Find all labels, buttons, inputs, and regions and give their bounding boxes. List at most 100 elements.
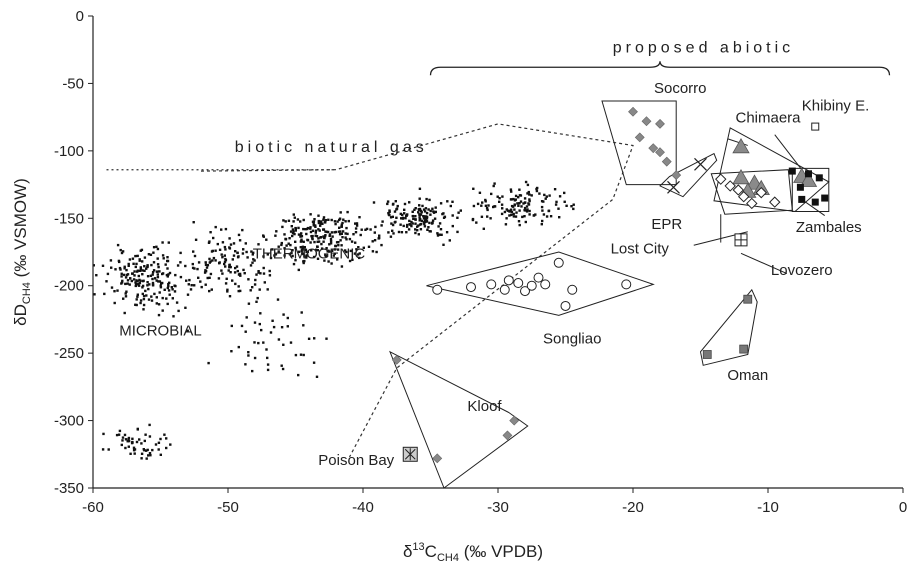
gas-sample-dot [378, 236, 381, 240]
gas-sample-dot [276, 298, 280, 301]
gas-sample-dot [506, 209, 510, 212]
gas-sample-dot [403, 202, 407, 206]
gas-sample-dot [127, 264, 130, 267]
gas-sample-dot [247, 278, 250, 281]
gas-sample-dot [209, 231, 212, 234]
gas-sample-dot [139, 266, 142, 269]
gas-sample-dot [508, 210, 511, 213]
gas-sample-dot [238, 239, 242, 242]
gas-sample-dot [420, 211, 423, 214]
gas-sample-dot [224, 259, 228, 262]
gas-sample-dot [237, 285, 240, 288]
gas-sample-dot [365, 227, 369, 231]
gas-sample-dot [153, 277, 157, 280]
gas-sample-dot [274, 253, 278, 256]
gas-sample-dot [407, 228, 411, 231]
gas-sample-dot [146, 448, 149, 452]
gas-sample-dot [140, 457, 143, 460]
gas-sample-dot [386, 200, 390, 203]
gas-sample-dot [110, 286, 114, 289]
gas-sample-dot [512, 197, 515, 201]
songliao-point [503, 275, 514, 286]
gas-sample-dot [355, 222, 359, 225]
gas-sample-dot [429, 213, 432, 216]
gas-sample-dot [234, 282, 237, 286]
gas-sample-dot [239, 289, 242, 293]
gas-sample-dot [166, 267, 169, 270]
gas-sample-dot [166, 286, 169, 290]
gas-sample-dot [527, 190, 530, 194]
gas-sample-dot [323, 259, 326, 262]
gas-sample-dot [329, 237, 333, 241]
gas-sample-dot [125, 268, 128, 272]
gas-sample-dot [224, 282, 228, 285]
gas-sample-dot [191, 266, 195, 270]
gas-sample-dot [122, 273, 126, 277]
epr-point [667, 180, 680, 194]
gas-sample-dot [432, 211, 436, 214]
gas-sample-dot [456, 216, 459, 219]
gas-sample-dot [333, 248, 337, 251]
gas-sample-dot [257, 243, 260, 246]
gas-sample-dot [558, 195, 562, 198]
gas-sample-dot [388, 210, 391, 213]
gas-sample-dot [136, 270, 139, 273]
gas-sample-dot [131, 437, 134, 440]
gas-sample-dot [277, 338, 281, 341]
gas-sample-dot [245, 316, 248, 319]
gas-sample-dot [127, 439, 131, 443]
gas-sample-dot [258, 322, 261, 326]
leader-line [801, 198, 825, 216]
gas-sample-dot [436, 232, 439, 235]
gas-sample-dot [244, 330, 247, 333]
gas-sample-dot [292, 262, 296, 266]
gas-sample-dot [294, 240, 297, 243]
gas-sample-dot [128, 283, 131, 286]
x-tick-label: -60 [82, 499, 104, 516]
gas-sample-dot [428, 198, 431, 202]
songliao-point [526, 280, 537, 291]
gas-sample-dot [414, 222, 417, 225]
gas-sample-dot [93, 293, 96, 296]
gas-sample-dot [311, 229, 315, 232]
gas-sample-dot [526, 192, 529, 195]
zambales-point [805, 170, 812, 178]
gas-sample-dot [510, 198, 513, 201]
gas-sample-dot [418, 213, 421, 216]
gas-sample-dot [146, 281, 149, 284]
gas-sample-dot [346, 232, 349, 236]
gas-sample-dot [135, 303, 138, 307]
gas-sample-dot [151, 277, 154, 281]
gas-sample-dot [157, 448, 160, 451]
gas-sample-dot [223, 260, 227, 264]
x-tick-label: -50 [217, 499, 239, 516]
gas-sample-dot [364, 228, 367, 231]
gas-sample-dot [310, 235, 313, 238]
site-envelopes-layer [389, 100, 830, 489]
gas-sample-dot [413, 208, 416, 211]
gas-sample-dot [397, 230, 401, 234]
gas-sample-dot [158, 280, 162, 283]
gas-sample-dot [300, 238, 303, 241]
gas-sample-dot [408, 219, 411, 223]
gas-sample-dot [302, 227, 305, 231]
label-thermogenic: THERMOGENIC [253, 246, 366, 263]
gas-sample-dot [511, 205, 515, 208]
gas-sample-dot [162, 257, 165, 260]
gas-sample-dot [360, 228, 363, 231]
gas-sample-dot [158, 291, 161, 294]
gas-sample-dot [374, 225, 377, 229]
gas-sample-dot [337, 244, 340, 247]
gas-sample-dot [324, 230, 327, 233]
gas-sample-dot [316, 249, 319, 252]
gas-sample-dot [369, 228, 372, 231]
gas-sample-dot [176, 264, 180, 267]
gas-sample-dot [229, 243, 233, 246]
gas-sample-dot [126, 279, 130, 282]
gas-sample-dot [230, 324, 233, 328]
gas-sample-dot [350, 240, 354, 243]
gas-sample-dot [294, 226, 297, 230]
label-khibiny-e: Khibiny E. [802, 97, 870, 114]
gas-sample-dot [157, 280, 160, 283]
gas-sample-dot [331, 235, 334, 238]
